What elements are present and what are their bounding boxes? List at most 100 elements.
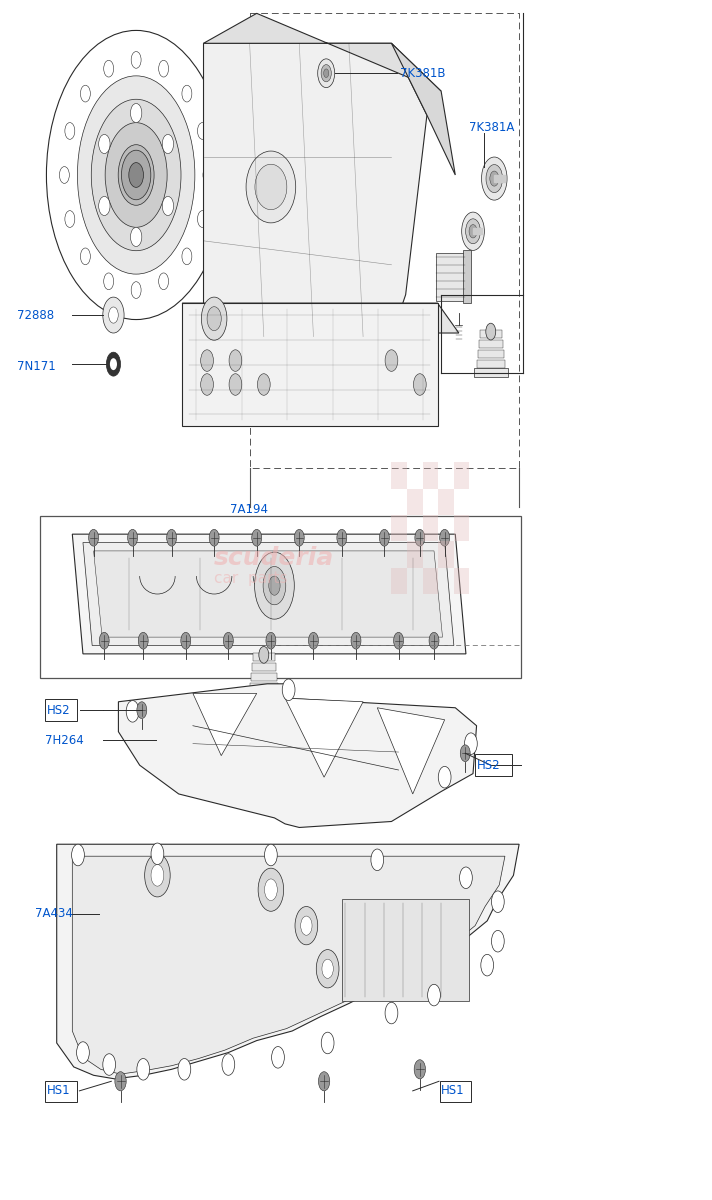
Circle shape: [130, 227, 142, 246]
Bar: [480, 330, 501, 338]
Bar: [423, 462, 439, 488]
Circle shape: [265, 878, 277, 900]
Circle shape: [394, 632, 404, 649]
Circle shape: [65, 122, 75, 139]
Bar: [407, 541, 423, 568]
Circle shape: [271, 1046, 284, 1068]
Polygon shape: [73, 857, 505, 1074]
Circle shape: [80, 85, 90, 102]
Bar: [251, 673, 277, 682]
Circle shape: [131, 52, 141, 68]
Ellipse shape: [246, 151, 295, 223]
Circle shape: [159, 60, 169, 77]
Circle shape: [469, 224, 477, 238]
Circle shape: [414, 1060, 426, 1079]
Circle shape: [201, 349, 214, 371]
Circle shape: [99, 632, 109, 649]
Circle shape: [252, 529, 262, 546]
Circle shape: [428, 984, 441, 1006]
Circle shape: [481, 157, 507, 200]
Circle shape: [151, 844, 164, 864]
Circle shape: [65, 211, 75, 228]
Circle shape: [201, 373, 214, 395]
Circle shape: [197, 122, 207, 139]
Bar: [250, 683, 278, 691]
Ellipse shape: [255, 164, 287, 210]
Circle shape: [80, 248, 90, 265]
Text: car  parts: car parts: [214, 571, 288, 586]
Circle shape: [490, 172, 499, 186]
Bar: [454, 568, 469, 594]
Bar: [436, 253, 468, 301]
Bar: [464, 251, 471, 304]
Circle shape: [138, 632, 148, 649]
Circle shape: [182, 248, 192, 265]
Text: HS2: HS2: [476, 758, 501, 772]
Circle shape: [318, 1072, 330, 1091]
Circle shape: [178, 1058, 191, 1080]
Bar: [252, 664, 276, 671]
Circle shape: [137, 1058, 150, 1080]
Circle shape: [104, 272, 114, 289]
Circle shape: [318, 59, 335, 88]
Circle shape: [379, 529, 389, 546]
Polygon shape: [93, 551, 443, 637]
Circle shape: [224, 632, 234, 649]
Polygon shape: [392, 43, 455, 175]
Circle shape: [104, 60, 114, 77]
Bar: [41, 516, 521, 678]
Circle shape: [316, 949, 339, 988]
Bar: [476, 360, 505, 368]
Bar: [423, 568, 439, 594]
Polygon shape: [377, 708, 445, 794]
Bar: [439, 541, 454, 568]
Circle shape: [109, 307, 118, 323]
Circle shape: [460, 745, 470, 762]
Bar: [478, 349, 504, 358]
Polygon shape: [118, 684, 476, 828]
Circle shape: [461, 212, 484, 251]
Polygon shape: [182, 304, 438, 426]
Bar: [342, 899, 469, 1001]
Bar: [439, 488, 454, 515]
Circle shape: [122, 150, 151, 199]
Circle shape: [91, 100, 181, 251]
Polygon shape: [83, 542, 454, 646]
Circle shape: [481, 954, 493, 976]
Polygon shape: [204, 13, 441, 91]
Text: scuderia: scuderia: [214, 546, 335, 570]
Circle shape: [282, 679, 295, 701]
Circle shape: [118, 145, 154, 205]
Bar: [454, 462, 469, 488]
Circle shape: [77, 1042, 89, 1063]
Circle shape: [294, 529, 304, 546]
Circle shape: [265, 845, 277, 865]
Circle shape: [131, 282, 141, 299]
Circle shape: [222, 1054, 235, 1075]
Circle shape: [115, 1072, 126, 1091]
Circle shape: [103, 298, 124, 334]
Circle shape: [259, 647, 268, 664]
Circle shape: [429, 632, 439, 649]
Text: 7K381B: 7K381B: [400, 67, 446, 79]
Bar: [407, 488, 423, 515]
Circle shape: [321, 65, 331, 82]
Circle shape: [99, 197, 110, 216]
Circle shape: [351, 632, 361, 649]
Circle shape: [126, 701, 139, 722]
Circle shape: [167, 529, 177, 546]
Bar: [479, 340, 503, 348]
Circle shape: [371, 850, 384, 870]
Circle shape: [491, 930, 504, 952]
Circle shape: [72, 845, 84, 865]
Circle shape: [59, 167, 69, 184]
Text: 7H264: 7H264: [46, 733, 84, 746]
Circle shape: [321, 1032, 334, 1054]
Text: 7N171: 7N171: [17, 360, 56, 373]
Circle shape: [129, 162, 144, 187]
Circle shape: [385, 349, 398, 371]
Circle shape: [130, 103, 142, 122]
Circle shape: [162, 134, 174, 154]
Circle shape: [300, 916, 312, 935]
Circle shape: [151, 864, 164, 886]
